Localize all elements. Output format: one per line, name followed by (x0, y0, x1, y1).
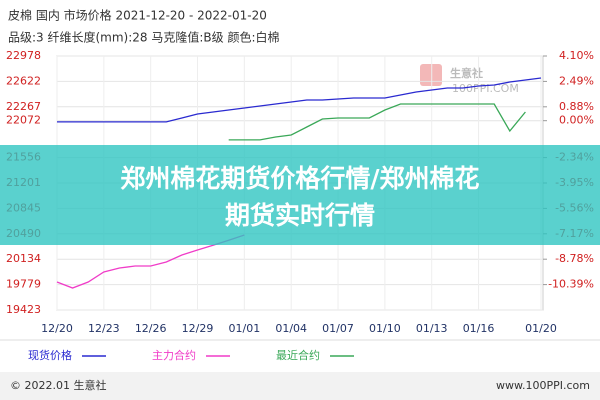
footer-site: www.100PPI.com (496, 379, 590, 392)
legend-label: 最近合约 (276, 348, 320, 362)
watermark-site: 100PPI.COM (452, 82, 519, 95)
legend-label: 现货价格 (28, 348, 72, 362)
y-tick-label: 22072 (6, 114, 41, 127)
x-tick-label: 01/01 (229, 322, 261, 335)
y2-tick-label: -10.39% (548, 278, 594, 291)
x-tick-label: 12/20 (41, 322, 73, 335)
banner-line: 郑州棉花期货价格行情/郑州棉花 (120, 164, 479, 193)
y2-tick-label: 0.88% (559, 100, 594, 113)
footer-band (0, 372, 600, 400)
x-tick-label: 12/29 (182, 322, 214, 335)
y2-tick-label: 2.49% (559, 74, 594, 87)
legend-label: 主力合约 (152, 348, 196, 362)
y2-tick-label: -8.78% (555, 252, 594, 265)
x-tick-label: 01/10 (369, 322, 401, 335)
x-tick-label: 01/07 (322, 322, 354, 335)
x-tick-label: 01/20 (525, 322, 557, 335)
series-line (228, 103, 526, 141)
banner (0, 145, 600, 245)
y-tick-label: 22267 (6, 100, 41, 113)
y2-tick-label: 0.00% (559, 114, 594, 127)
footer-copyright: © 2022.01 生意社 (10, 378, 106, 392)
x-tick-label: 01/04 (275, 322, 307, 335)
y2-tick-label: 4.10% (559, 49, 594, 62)
y-tick-label: 22622 (6, 74, 41, 87)
series-line (56, 234, 245, 289)
x-tick-label: 12/23 (88, 322, 120, 335)
y-tick-label: 20134 (6, 252, 41, 265)
chart-subtitle: 品级:3 纤维长度(mm):28 马克隆值:B级 颜色:白棉 (8, 30, 280, 45)
watermark-name: 生意社 (450, 66, 483, 80)
watermark: 生意社 100PPI.COM (420, 64, 519, 95)
y-tick-label: 19779 (6, 278, 41, 291)
x-tick-label: 12/26 (135, 322, 167, 335)
banner-line: 期货实时行情 (225, 201, 375, 230)
chart-title: 皮棉 国内 市场价格 2021-12-20 - 2022-01-20 (8, 8, 267, 23)
y-tick-label: 19423 (6, 303, 41, 316)
x-tick-label: 01/16 (463, 322, 495, 335)
watermark-icon (420, 64, 442, 86)
y-tick-label: 22978 (6, 49, 41, 62)
series-line (57, 77, 542, 123)
x-tick-label: 01/13 (416, 322, 448, 335)
